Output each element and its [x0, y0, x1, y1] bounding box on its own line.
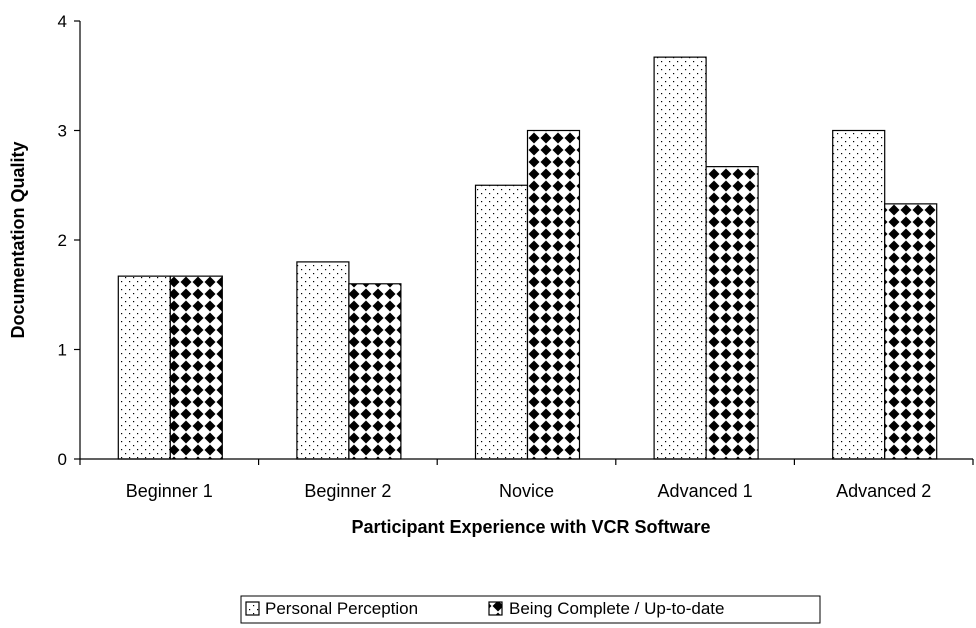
legend-label-personal-perception: Personal Perception — [265, 599, 418, 618]
bar-being-complete-up-to-date-novice — [526, 129, 581, 460]
y-tick-label: 2 — [58, 231, 67, 250]
x-tick-label-advanced-1: Advanced 1 — [658, 481, 753, 501]
y-ticks-group: 0 1 2 3 4 — [58, 12, 80, 469]
x-tick-label-novice: Novice — [499, 481, 554, 501]
x-ticks-group: Beginner 1 Beginner 2 Novice Advanced 1 Adva… — [79, 459, 974, 501]
legend-box — [240, 595, 821, 624]
legend-swatch-being-complete — [488, 601, 503, 616]
legend: Personal Perception Being Complete / Up-… — [240, 595, 821, 624]
y-tick-label: 4 — [58, 12, 67, 31]
bar-personal-perception-novice — [474, 184, 529, 460]
y-tick-label: 0 — [58, 450, 67, 469]
legend-swatch-personal-perception — [245, 601, 260, 616]
bar-personal-perception-beginner-2 — [296, 261, 350, 460]
bar-personal-perception-advanced-1 — [653, 56, 707, 460]
x-tick-label-advanced-2: Advanced 2 — [836, 481, 931, 501]
y-axis-title: Documentation Quality — [8, 141, 28, 338]
x-axis-title: Participant Experience with VCR Software — [351, 517, 710, 537]
y-tick-label: 3 — [58, 122, 67, 141]
bar-personal-perception-beginner-1 — [117, 275, 171, 460]
bar-personal-perception-advanced-2 — [832, 129, 886, 460]
legend-label-being-complete: Being Complete / Up-to-date — [509, 599, 724, 618]
bar-being-complete-up-to-date-beginner-2 — [348, 283, 402, 460]
x-tick-label-beginner-2: Beginner 2 — [304, 481, 391, 501]
bar-being-complete-up-to-date-beginner-1 — [169, 275, 223, 460]
bar-being-complete-up-to-date-advanced-1 — [705, 166, 759, 460]
bars-group — [117, 56, 938, 460]
x-tick-label-beginner-1: Beginner 1 — [126, 481, 213, 501]
bar-being-complete-up-to-date-advanced-2 — [884, 203, 938, 460]
y-tick-label: 1 — [58, 341, 67, 360]
